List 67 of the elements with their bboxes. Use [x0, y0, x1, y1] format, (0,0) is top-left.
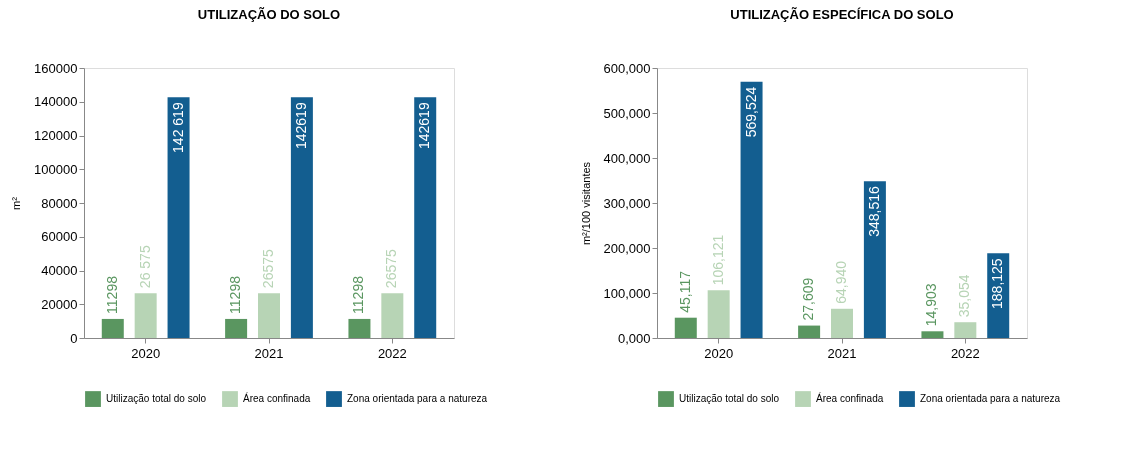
- y-tick-label: 80000: [41, 195, 78, 211]
- x-tick-label: 2020: [704, 345, 734, 361]
- y-tick-label: 600,000: [603, 60, 651, 76]
- bar: [381, 293, 404, 338]
- data-label: 188,125: [989, 258, 1006, 309]
- bar: [258, 293, 280, 338]
- data-label: 35,054: [956, 274, 973, 318]
- bar: [954, 322, 977, 338]
- data-label: 106,121: [709, 234, 726, 286]
- bar: [740, 81, 763, 338]
- legend-label: Área confinada: [816, 392, 884, 405]
- x-tick-label: 2021: [827, 345, 857, 361]
- data-label: 14,903: [923, 283, 940, 327]
- data-label: 11298: [350, 275, 367, 314]
- x-tick-label: 2022: [950, 345, 980, 361]
- data-label: 27,609: [800, 277, 817, 321]
- legend-label: Utilização total do solo: [679, 393, 780, 405]
- chart-title: UTILIZAÇÃO ESPECÍFICA DO SOLO: [730, 7, 954, 22]
- legend-label: Área confinada: [243, 392, 311, 405]
- legend-label: Zona orientada para a natureza: [347, 393, 488, 405]
- x-tick-label: 2022: [377, 345, 407, 361]
- bar: [348, 318, 371, 338]
- data-label: 142619: [292, 102, 309, 150]
- bar: [863, 181, 886, 338]
- data-label: 348,516: [865, 185, 882, 237]
- bar: [167, 97, 190, 338]
- y-tick-label: 120000: [34, 128, 78, 143]
- y-axis-title: m²: [10, 196, 23, 210]
- bar: [290, 97, 313, 338]
- legend-label: Utilização total do solo: [106, 393, 207, 405]
- data-label: 11298: [103, 275, 120, 314]
- data-label: 11298: [227, 275, 244, 314]
- bar: [707, 290, 730, 338]
- y-tick-label: 60000: [41, 229, 78, 245]
- y-tick-label: 160000: [34, 60, 78, 76]
- y-tick-label: 40000: [41, 263, 78, 278]
- data-label: 64,940: [833, 260, 849, 304]
- y-tick-label: 0: [70, 330, 78, 346]
- x-tick-label: 2020: [131, 345, 161, 361]
- bar: [798, 325, 821, 338]
- data-label: 26 575: [136, 245, 153, 289]
- bar: [414, 97, 437, 338]
- data-label: 142619: [416, 102, 433, 150]
- y-axis-title: m²/100 visitantes: [579, 161, 592, 246]
- y-tick-label: 140000: [34, 94, 78, 110]
- data-label: 26575: [260, 249, 276, 289]
- bar: [225, 318, 248, 338]
- bar: [674, 317, 697, 338]
- bar: [134, 293, 157, 338]
- y-tick-label: 500,000: [603, 105, 651, 121]
- data-label: 26575: [383, 249, 400, 289]
- bar: [831, 308, 853, 338]
- data-label: 142 619: [169, 102, 186, 153]
- y-tick-label: 100000: [34, 161, 78, 177]
- y-tick-label: 0,000: [617, 330, 651, 346]
- legend-label: Zona orientada para a natureza: [920, 393, 1061, 405]
- y-tick-label: 200,000: [603, 240, 651, 256]
- data-label: 569,524: [742, 86, 759, 138]
- chart-title: UTILIZAÇÃO DO SOLO: [197, 7, 341, 22]
- x-tick-label: 2021: [254, 345, 284, 361]
- bar: [921, 331, 944, 338]
- y-tick-label: 100,000: [603, 285, 651, 301]
- data-label: 45,117: [676, 270, 693, 313]
- bar: [101, 318, 124, 338]
- y-tick-label: 400,000: [603, 150, 651, 166]
- y-tick-label: 20000: [41, 296, 78, 312]
- y-tick-label: 300,000: [603, 195, 651, 211]
